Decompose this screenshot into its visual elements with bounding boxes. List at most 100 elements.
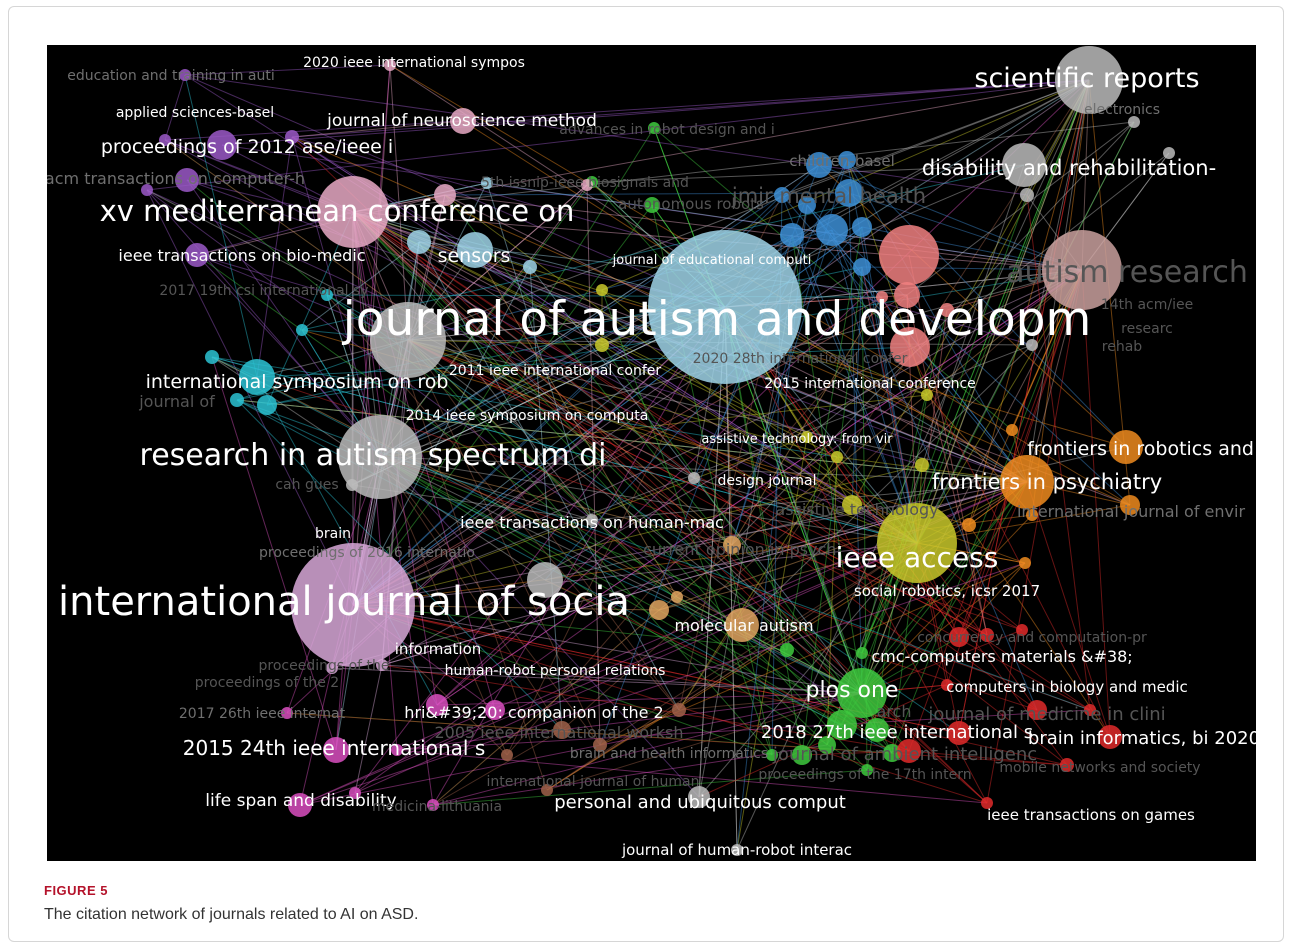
citation-edge — [791, 234, 918, 544]
citation-edge — [698, 306, 726, 798]
journal-label: 2005 ieee international worksh — [435, 723, 684, 742]
journal-label: concurrency and computation-pr — [917, 630, 1147, 646]
journal-node — [816, 214, 848, 246]
journal-node — [457, 232, 493, 268]
journal-node — [838, 151, 856, 169]
journal-label: brain informatics, bi 2020 — [1028, 728, 1256, 749]
citation-edge — [861, 309, 948, 654]
citation-edge — [396, 749, 988, 804]
citation-edge — [958, 481, 1028, 638]
citation-edge — [266, 306, 726, 406]
journal-node — [672, 703, 686, 717]
journal-node — [1000, 455, 1054, 509]
journal-node — [861, 764, 873, 776]
journal-label: 2018 27th ieee international s — [761, 722, 1033, 743]
citation-edge — [831, 229, 1038, 711]
citation-edge — [806, 204, 1131, 506]
journal-label: brain — [315, 526, 351, 542]
citation-edge — [352, 211, 910, 752]
journal-label: arch — [877, 702, 912, 721]
journal-node — [1019, 557, 1031, 569]
citation-edge — [781, 194, 918, 544]
citation-edge — [407, 339, 828, 746]
journal-label: medicina-lithuania — [372, 799, 502, 815]
citation-edge — [908, 750, 1068, 766]
citation-edge — [698, 306, 726, 798]
citation-edge — [436, 269, 1083, 706]
citation-edge — [881, 296, 1111, 738]
journal-label: jmir mental health — [731, 184, 926, 208]
journal-node — [865, 718, 889, 742]
citation-edge — [407, 339, 863, 694]
figure-label: FIGURE 5 — [44, 883, 108, 898]
citation-edge — [407, 339, 1091, 711]
citation-edge — [818, 164, 1083, 271]
citation-edge — [658, 542, 918, 611]
journal-label: journal of medicine in clini — [927, 704, 1165, 725]
journal-node — [835, 179, 863, 207]
journal-node — [1084, 704, 1096, 716]
citation-edge — [379, 456, 601, 746]
journal-node — [1128, 116, 1140, 128]
citation-edge — [561, 269, 1083, 731]
journal-node — [207, 130, 237, 160]
journal-label: journal of autism and developm — [342, 292, 1092, 347]
citation-edge — [407, 79, 1090, 341]
journal-node — [1098, 725, 1122, 749]
citation-edge — [876, 481, 1028, 731]
node-layer — [141, 46, 1175, 856]
citation-edge — [731, 296, 883, 546]
journal-node — [1042, 230, 1122, 310]
journal-label: plos one — [806, 678, 899, 703]
journal-node — [1109, 430, 1143, 464]
journal-label: journal of — [138, 392, 215, 411]
citation-edge — [379, 184, 588, 458]
journal-node — [323, 737, 349, 763]
citation-edge — [352, 211, 863, 694]
journal-node — [962, 518, 976, 532]
journal-node — [141, 184, 153, 196]
journal-label: 14th acm/iee — [1101, 297, 1193, 313]
journal-node — [230, 393, 244, 407]
citation-edge — [861, 481, 1028, 694]
citation-edge — [407, 339, 918, 544]
journal-label: 2015 international conference — [764, 376, 976, 392]
citation-edge — [786, 226, 863, 651]
journal-node — [553, 721, 571, 739]
network-graph: 2020 ieee international sympos education … — [47, 46, 1256, 859]
journal-node — [949, 627, 969, 647]
citation-edge — [436, 477, 695, 706]
citation-edge — [352, 211, 695, 479]
citation-edge — [906, 121, 1135, 296]
citation-edge — [379, 394, 928, 458]
citation-edge — [352, 211, 1038, 711]
journal-label: mobile networks and society — [999, 760, 1200, 776]
citation-edge — [211, 356, 918, 544]
citation-edge — [291, 136, 381, 458]
citation-edge — [861, 266, 918, 544]
journal-node — [842, 495, 862, 515]
citation-edge — [599, 542, 918, 746]
journal-node — [947, 721, 971, 745]
citation-edge — [352, 211, 434, 806]
citation-edge — [432, 306, 726, 806]
journal-node — [980, 628, 994, 642]
citation-edge — [851, 266, 863, 506]
citation-edge — [653, 127, 863, 694]
citation-edge — [186, 179, 893, 754]
citation-edge — [352, 464, 923, 606]
journal-label: frontiers in robotics and ai — [1027, 438, 1256, 460]
journal-node — [852, 217, 872, 237]
citation-edge — [354, 306, 726, 794]
citation-edge — [352, 211, 928, 396]
journal-node — [434, 184, 456, 206]
citation-edge — [301, 164, 1025, 331]
citation-edge — [658, 481, 1028, 611]
citation-edge — [146, 189, 878, 731]
citation-edge — [546, 692, 863, 791]
citation-edge — [396, 709, 1091, 751]
journal-label: hri&#39;20: companion of the 2 — [404, 703, 663, 722]
journal-node — [596, 284, 608, 296]
journal-label: brain and health informatics — [570, 746, 768, 762]
journal-label: disability and rehabilitation- — [922, 156, 1216, 180]
